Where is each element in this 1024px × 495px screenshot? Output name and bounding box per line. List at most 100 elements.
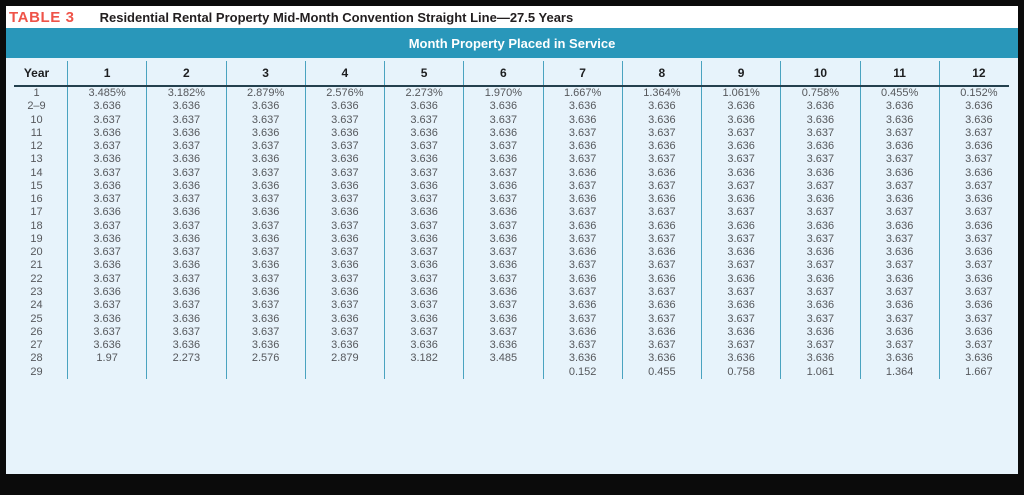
rate-cell — [306, 365, 385, 379]
rate-cell: 3.637 — [781, 259, 861, 273]
rate-cell: 3.637 — [306, 166, 385, 180]
rate-cell: 3.636 — [306, 126, 385, 141]
rate-cell: 0.152% — [960, 87, 998, 99]
rate-cell: 3.636 — [385, 259, 465, 273]
year-cell: 18 — [6, 219, 68, 233]
rate-cell: 3.636 — [781, 193, 861, 207]
rate-cell: 3.636 — [965, 166, 993, 179]
rate-cell: 2.879% — [227, 87, 306, 101]
rate-cell: 3.637 — [147, 113, 227, 127]
rate-cell: 3.637 — [464, 166, 544, 180]
rate-cell: 3.637 — [702, 339, 782, 353]
rate-cell: 3.637 — [227, 299, 306, 313]
rate-cell: 2.879 — [306, 352, 385, 366]
rate-cell: 3.637 — [861, 285, 940, 300]
rate-cell: 3.485 — [464, 352, 544, 366]
rate-cell: 3.637 — [965, 312, 993, 325]
rate-cell: 3.636 — [781, 140, 861, 154]
rate-cell: 3.636 — [544, 219, 623, 233]
table-row: 22 3.637 3.637 3.637 3.637 3.637 3.637 3.636 3.6… — [6, 272, 1018, 286]
rate-cell: 3.636 — [464, 339, 544, 353]
rate-cell: 2.576 — [227, 352, 306, 366]
year-cell: 15 — [6, 179, 68, 194]
rate-cell: 3.637 — [227, 140, 306, 154]
rate-cell: 3.636 — [965, 352, 993, 365]
rate-cell: 3.636 — [702, 299, 782, 313]
rate-cell: 3.637 — [385, 299, 465, 313]
rate-cell: 3.637 — [861, 179, 940, 194]
rate-cell: 3.637 — [464, 113, 544, 127]
rate-cell: 3.637 — [544, 232, 623, 247]
rate-cell: 3.637 — [68, 246, 148, 260]
year-cell: 27 — [6, 339, 68, 353]
rate-cell: 3.637 — [544, 312, 623, 326]
rate-cell: 1.061% — [702, 87, 782, 101]
table-row: 14 3.637 3.637 3.637 3.637 3.637 3.637 3.636 3.6… — [6, 166, 1018, 180]
rate-cell: 3.636 — [781, 166, 861, 180]
rate-cell: 3.637 — [464, 140, 544, 154]
month-band-header: Month Property Placed in Service — [6, 28, 1018, 58]
rate-cell: 3.637 — [68, 272, 148, 286]
year-cell: 21 — [6, 259, 68, 273]
rate-cell: 3.637 — [544, 153, 623, 167]
rate-cell: 3.637 — [544, 206, 623, 220]
rate-cell: 3.637 — [623, 153, 702, 167]
rate-cell: 3.637 — [781, 126, 861, 141]
rate-cell: 3.636 — [227, 259, 306, 273]
rate-cell: 3.637 — [965, 232, 993, 245]
rate-cell: 3.636 — [861, 325, 940, 340]
rate-cell: 3.637 — [965, 126, 993, 139]
rate-cell: 3.182% — [147, 87, 227, 101]
year-cell: 20 — [6, 246, 68, 260]
rate-cell: 3.636 — [544, 272, 623, 286]
rate-cell: 3.637 — [147, 272, 227, 286]
rate-cell: 3.636 — [306, 153, 385, 167]
rate-cell — [227, 365, 306, 379]
rate-cell: 3.637 — [861, 312, 940, 326]
rate-cell: 1.061 — [781, 365, 861, 379]
rate-cell: 3.637 — [68, 299, 148, 313]
rate-cell: 3.636 — [385, 153, 465, 167]
table-row: 13 3.636 3.636 3.636 3.636 3.636 3.636 3.637 3.6… — [6, 153, 1018, 167]
rate-cell: 3.636 — [702, 272, 782, 286]
rate-cell — [385, 365, 465, 379]
rate-cell: 3.636 — [147, 259, 227, 273]
rate-cell: 1.667% — [544, 87, 623, 101]
rate-cell: 3.636 — [68, 153, 148, 167]
table-row: 19 3.636 3.636 3.636 3.636 3.636 3.636 3.637 3.6… — [6, 232, 1018, 247]
rate-cell: 3.637 — [306, 219, 385, 233]
rate-cell: 3.637 — [147, 325, 227, 340]
rate-cell: 3.636 — [544, 166, 623, 180]
table-row: 26 3.637 3.637 3.637 3.637 3.637 3.637 3.636 3.6… — [6, 325, 1018, 340]
rate-cell: 3.637 — [385, 166, 465, 180]
rate-cell: 3.637 — [464, 299, 544, 313]
rate-cell: 3.637 — [464, 272, 544, 286]
rate-cell: 3.637 — [623, 206, 702, 220]
rate-cell: 3.636 — [147, 126, 227, 141]
rate-cell: 3.637 — [385, 325, 465, 340]
rate-cell: 3.637 — [781, 153, 861, 167]
year-cell: 19 — [6, 232, 68, 247]
year-cell: 25 — [6, 312, 68, 326]
year-cell: 26 — [6, 325, 68, 340]
rate-cell: 3.637 — [702, 232, 782, 247]
rate-cell: 3.636 — [861, 193, 940, 207]
rate-cell: 3.637 — [68, 193, 148, 207]
rate-cell: 3.637 — [623, 126, 702, 141]
rate-cell: 3.636 — [306, 232, 385, 247]
rate-cell: 3.637 — [68, 113, 148, 127]
rate-cell: 3.636 — [147, 179, 227, 194]
table-row: 12 3.637 3.637 3.637 3.637 3.637 3.637 3.636 3.6… — [6, 140, 1018, 154]
rate-cell: 3.637 — [227, 272, 306, 286]
rate-cell — [147, 365, 227, 379]
rate-cell: 3.637 — [702, 259, 782, 273]
rate-cell: 3.636 — [965, 100, 993, 113]
rate-cell: 3.637 — [227, 166, 306, 180]
table-title: Residential Rental Property Mid-Month Co… — [99, 9, 574, 25]
table-row: 24 3.637 3.637 3.637 3.637 3.637 3.637 3.636 3.6… — [6, 299, 1018, 313]
rate-cell: 3.636 — [861, 100, 940, 114]
rate-cell: 3.636 — [68, 179, 148, 194]
rate-cell: 3.637 — [702, 206, 782, 220]
rate-cell: 3.636 — [306, 100, 385, 114]
rate-cell: 3.637 — [781, 312, 861, 326]
